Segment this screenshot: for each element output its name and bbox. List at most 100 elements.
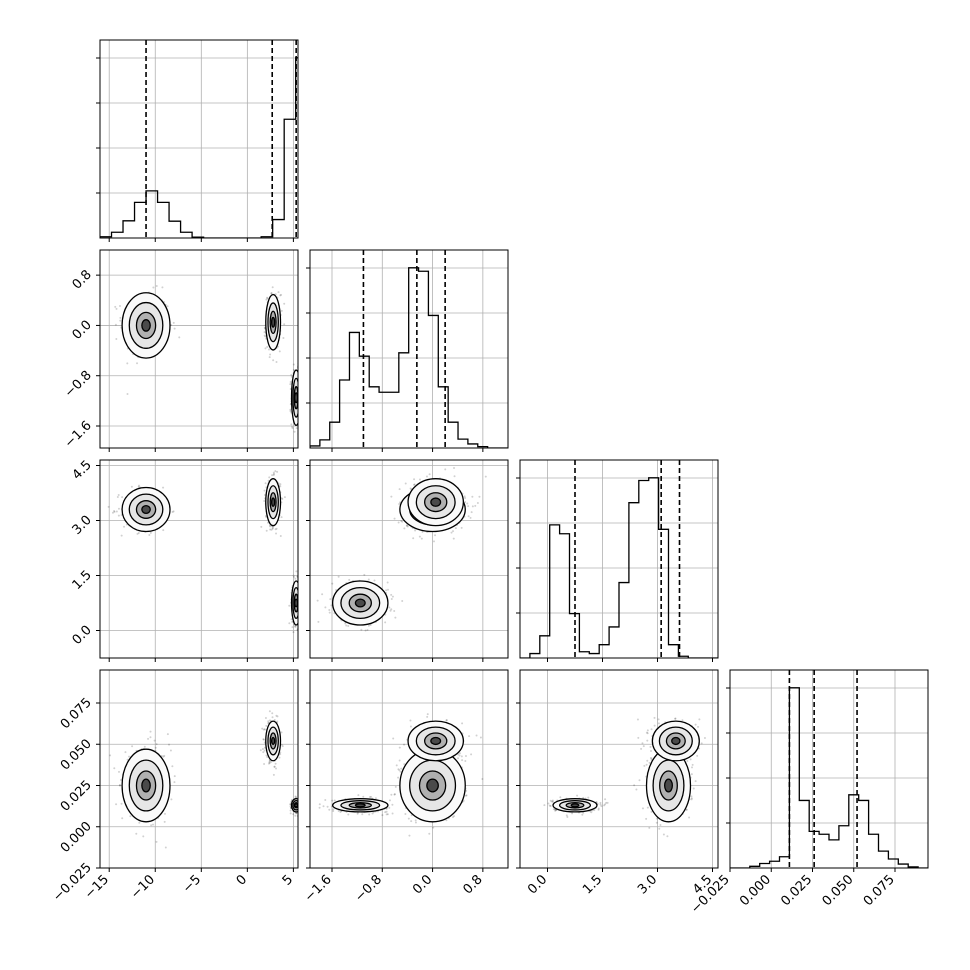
scatter-point	[299, 802, 301, 804]
scatter-point	[268, 356, 271, 359]
scatter-point	[388, 606, 391, 609]
scatter-point	[268, 710, 271, 713]
scatter-point	[119, 319, 122, 322]
scatter-point	[289, 410, 292, 413]
scatter-point	[475, 734, 478, 737]
scatter-point	[124, 751, 127, 754]
scatter-point	[298, 394, 300, 396]
scatter-point	[293, 430, 296, 433]
scatter-point	[398, 503, 401, 506]
scatter-point	[324, 606, 327, 609]
scatter-point	[690, 798, 693, 801]
y-tick-label: 0.000	[58, 819, 95, 856]
scatter-point	[272, 471, 275, 474]
scatter-point	[412, 537, 415, 540]
scatter-point	[398, 769, 401, 772]
scatter-point	[271, 712, 274, 715]
scatter-point	[388, 799, 391, 802]
scatter-point	[271, 716, 274, 719]
scatter-point	[263, 334, 266, 337]
scatter-point	[295, 427, 298, 430]
scatter-point	[294, 814, 297, 817]
scatter-point	[316, 599, 319, 602]
scatter-point	[658, 827, 661, 830]
x-tick-label: 0	[234, 872, 250, 888]
scatter-point	[154, 746, 157, 749]
scatter-point	[478, 495, 481, 498]
scatter-point	[299, 629, 301, 631]
scatter-point	[138, 821, 141, 824]
scatter-point	[403, 743, 406, 746]
scatter-point	[299, 598, 301, 600]
contour-level	[430, 736, 442, 746]
scatter-point	[385, 810, 388, 813]
scatter-point	[403, 527, 406, 530]
scatter-point	[171, 511, 174, 514]
contour-level	[354, 598, 366, 608]
scatter-point	[276, 715, 279, 718]
scatter-point	[295, 796, 298, 799]
scatter-point	[299, 411, 301, 413]
scatter-point	[270, 528, 273, 531]
scatter-point	[299, 575, 301, 577]
scatter-point	[299, 618, 301, 620]
scatter-point	[273, 718, 276, 721]
scatter-point	[268, 719, 271, 722]
scatter-point	[426, 713, 429, 716]
scatter-point	[650, 810, 653, 813]
scatter-point	[280, 731, 283, 734]
scatter-point	[645, 763, 648, 766]
scatter-point	[274, 762, 277, 765]
y-tick-label: 3.0	[70, 513, 95, 538]
x-tick-label: 5	[280, 872, 296, 888]
scatter-point	[391, 803, 394, 806]
scatter-point	[691, 763, 694, 766]
scatter-point	[115, 307, 118, 310]
scatter-point	[280, 309, 283, 312]
scatter-point	[163, 812, 166, 815]
scatter-point	[274, 528, 277, 531]
y-tick-label: 4.5	[70, 458, 95, 483]
scatter-point	[113, 767, 116, 770]
scatter-point	[264, 482, 267, 485]
scatter-point	[400, 767, 403, 770]
scatter-point	[142, 835, 145, 838]
scatter-point	[263, 728, 266, 731]
scatter-point	[121, 496, 124, 499]
scatter-point	[479, 736, 482, 739]
panel-frame	[99, 459, 299, 659]
contour-level	[270, 316, 276, 328]
scatter-point	[298, 799, 300, 801]
scatter-point	[484, 475, 487, 478]
scatter-point	[289, 381, 292, 384]
scatter-point	[266, 297, 269, 300]
scatter-point	[649, 756, 652, 759]
scatter-point	[659, 823, 662, 826]
scatter-point	[298, 801, 300, 803]
scatter-point	[461, 759, 464, 762]
scatter-point	[328, 808, 331, 811]
scatter-point	[302, 603, 304, 605]
scatter-point	[172, 510, 175, 513]
scatter-point	[289, 383, 292, 386]
scatter-point	[337, 575, 340, 578]
histogram-panel-2	[516, 459, 719, 662]
scatter-point	[262, 738, 265, 741]
scatter-point	[390, 608, 393, 611]
scatter-point	[299, 806, 301, 808]
y-tick-label: 0.075	[58, 695, 95, 732]
scatter-point	[453, 475, 456, 478]
scatter-point	[163, 754, 166, 757]
scatter-point	[269, 353, 272, 356]
scatter-point	[173, 781, 176, 784]
scatter-point	[468, 735, 471, 738]
scatter-point	[299, 395, 301, 397]
scatter-point	[294, 577, 297, 580]
scatter-point	[270, 292, 273, 295]
scatter-point	[301, 804, 303, 806]
scatter-point	[387, 588, 390, 591]
scatter-point	[274, 293, 277, 296]
scatter-point	[397, 768, 400, 771]
scatter-point	[299, 802, 301, 804]
panel-frame	[309, 669, 509, 869]
